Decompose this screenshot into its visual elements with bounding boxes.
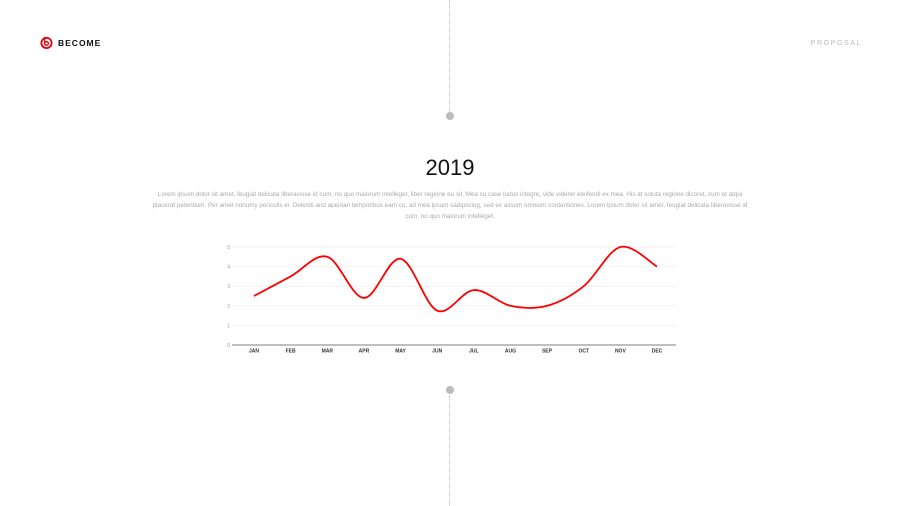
y-tick-label: 2	[227, 304, 230, 310]
logo-icon	[40, 36, 53, 49]
timeline-dot-bottom	[446, 386, 454, 394]
section-label: PROPOSAL	[810, 40, 862, 47]
x-tick-label: DEC	[652, 349, 663, 355]
year-title: 2019	[425, 155, 475, 180]
y-tick-label: 3	[227, 284, 230, 290]
x-tick-label: JAN	[249, 349, 259, 355]
y-tick-label: 4	[227, 265, 230, 271]
x-tick-label: MAR	[322, 349, 334, 355]
x-tick-label: AUG	[505, 349, 516, 355]
x-tick-label: JUN	[432, 349, 442, 355]
timeline-dot-top	[446, 112, 454, 120]
y-tick-label: 5	[227, 245, 230, 251]
series-line	[253, 245, 658, 313]
brand-name: BECOME	[58, 37, 102, 48]
y-tick-label: 0	[227, 343, 230, 349]
timeline-line-top	[449, 0, 450, 112]
description: Lorem ipsum dolor sit amet, feugiat deli…	[152, 191, 748, 220]
x-tick-label: APR	[359, 349, 370, 355]
x-tick-label: JUL	[469, 349, 478, 355]
x-tick-label: MAY	[395, 349, 406, 355]
timeline-line-bottom	[449, 396, 450, 506]
x-tick-label: OCT	[578, 349, 589, 355]
brand-logo[interactable]: BECOME	[40, 36, 101, 49]
y-tick-label: 1	[227, 323, 230, 329]
x-tick-label: NOV	[615, 349, 627, 355]
x-tick-label: SEP	[542, 349, 553, 355]
x-tick-label: FEB	[286, 349, 296, 355]
